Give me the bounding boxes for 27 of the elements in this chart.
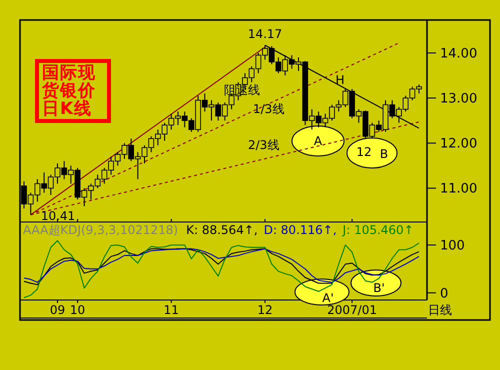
x-tick-label: 2007/01: [327, 303, 377, 317]
x-tick-label: 09: [50, 303, 66, 317]
y-tick-label: 14.00: [440, 46, 478, 62]
x-tick-label: 10: [70, 303, 86, 317]
annotation: A: [314, 134, 323, 148]
y-tick-label: 13.00: [440, 92, 478, 107]
text: 国际现货银价日K线: [42, 63, 97, 119]
y-tick-label: 11.00: [440, 182, 478, 197]
annotation: A': [322, 291, 334, 305]
annotation: B': [373, 281, 385, 295]
annotation: H: [335, 73, 345, 87]
text: 日线: [428, 303, 452, 317]
annotation: 12: [356, 145, 372, 159]
chart-title: AAA超KDJ(9,3,3,1021218): [23, 223, 178, 237]
annotation: 10.41: [40, 209, 76, 223]
y-tick-label: 0: [440, 286, 448, 302]
x-tick-label: 12: [257, 303, 273, 317]
y-tick-label: 100: [440, 238, 465, 254]
annotation: B: [380, 147, 388, 161]
y-tick-label: 12.00: [440, 136, 478, 152]
series-label: J: 105.460↑: [342, 223, 414, 237]
series-label: D: 80.116↑,: [264, 223, 337, 237]
series-label: 1/3线: [253, 102, 284, 116]
x-tick-label: 11: [164, 303, 179, 317]
series-label: 2/3线: [248, 138, 280, 152]
series-label: K: 88.564↑,: [186, 223, 258, 237]
annotation: 14.17: [248, 27, 282, 41]
